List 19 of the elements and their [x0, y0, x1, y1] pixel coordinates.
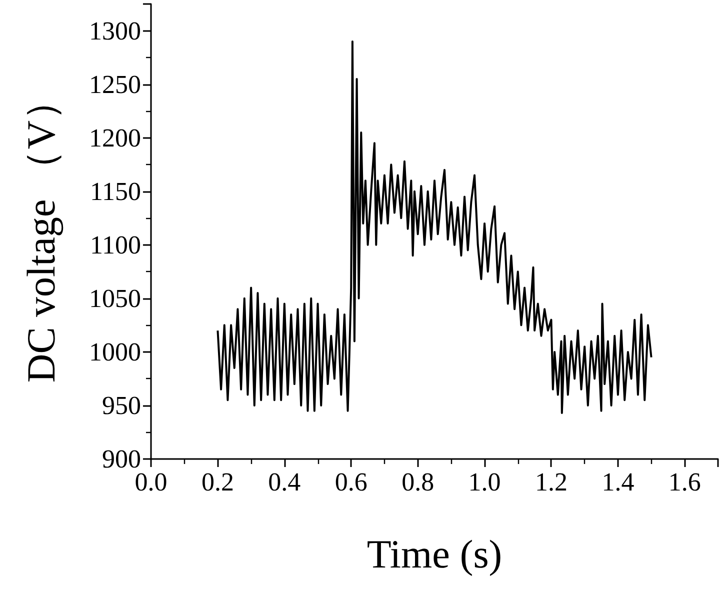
- y-tick-label: 1200: [89, 123, 141, 152]
- line-series: [216, 40, 652, 414]
- x-tick-label: 1.2: [534, 468, 568, 496]
- x-axis-title: Time (s): [366, 532, 502, 576]
- x-tick-label: 0.8: [402, 468, 434, 496]
- x-tick-label: 0.6: [334, 468, 368, 496]
- x-tick-label: 0.2: [201, 468, 234, 496]
- y-axis-title: DC voltage （V）: [18, 80, 64, 383]
- x-tick-label: 1.4: [602, 468, 634, 496]
- x-tick-label: 1.6: [668, 468, 701, 496]
- y-tick-label: 1250: [89, 70, 141, 99]
- x-tick-label: 0.4: [268, 468, 301, 496]
- y-tick-label: 1000: [89, 337, 141, 366]
- y-tick-label: 1300: [89, 16, 141, 46]
- y-tick-label: 950: [102, 390, 141, 420]
- y-tick-label: 1100: [90, 230, 141, 260]
- y-tick-label: 1050: [89, 284, 141, 313]
- y-tick-label: 1150: [90, 176, 141, 206]
- x-tick-label: 1.0: [468, 468, 501, 496]
